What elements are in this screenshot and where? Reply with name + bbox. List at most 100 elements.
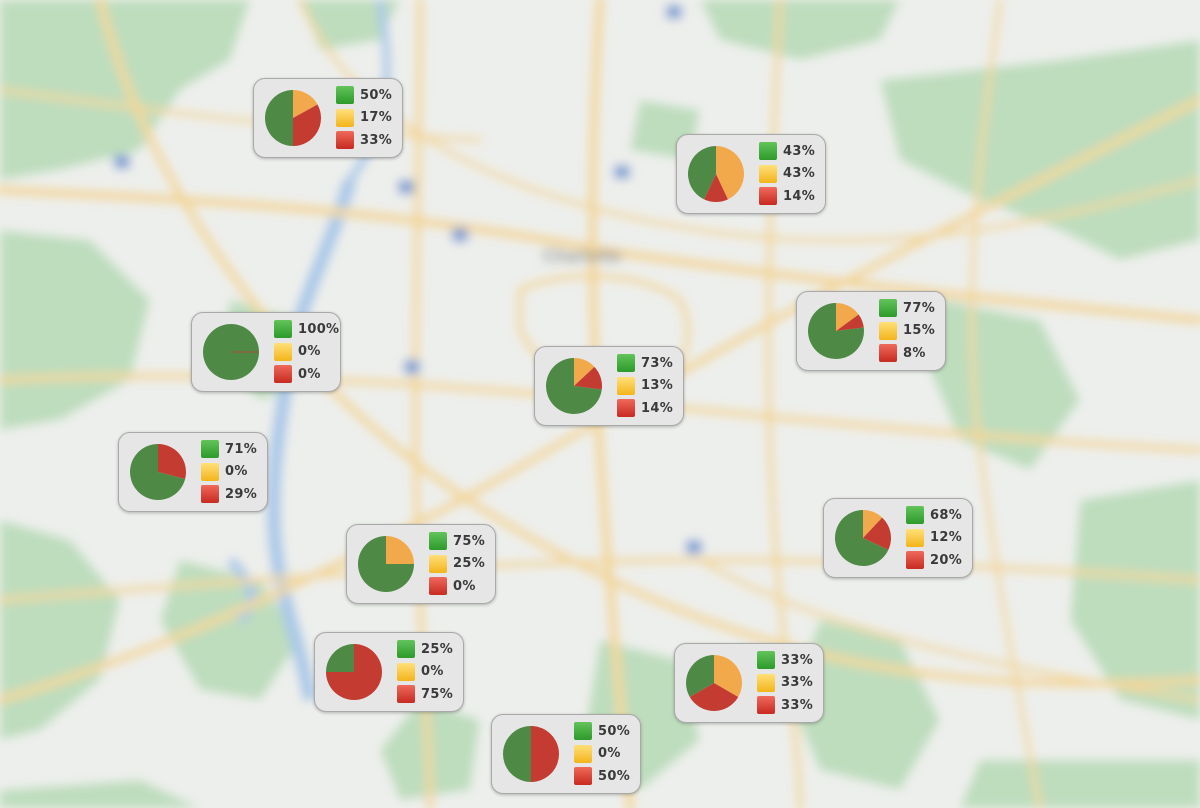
legend-row-green: 68% bbox=[906, 504, 962, 527]
map-marker[interactable]: 71% 0% 29% bbox=[118, 432, 268, 512]
pie-slice-yellow bbox=[293, 90, 318, 118]
legend-value-yellow: 0% bbox=[298, 344, 321, 360]
legend-row-green: 73% bbox=[617, 352, 673, 375]
pie-chart bbox=[808, 303, 864, 359]
pie-slice-red bbox=[158, 444, 186, 479]
pie-chart bbox=[326, 644, 382, 700]
legend-row-red: 33% bbox=[336, 129, 392, 152]
legend-row-red: 75% bbox=[397, 683, 453, 706]
legend-value-green: 43% bbox=[783, 143, 816, 159]
pie-chart bbox=[835, 510, 891, 566]
legend-row-red: 8% bbox=[879, 342, 935, 365]
legend-value-green: 68% bbox=[930, 507, 963, 523]
legend-value-yellow: 25% bbox=[453, 556, 486, 572]
legend-row-green: 43% bbox=[759, 140, 815, 163]
green-swatch-icon bbox=[429, 532, 447, 551]
legend-value-green: 100% bbox=[298, 321, 340, 337]
legend-row-yellow: 12% bbox=[906, 527, 962, 550]
pie-slice-red bbox=[863, 517, 891, 550]
pie-chart bbox=[503, 726, 559, 782]
pie-slice-green bbox=[358, 536, 414, 592]
marker-legend: 100% 0% 0% bbox=[274, 318, 339, 386]
pie-slice-red bbox=[531, 726, 559, 782]
map-marker[interactable]: 75% 25% 0% bbox=[346, 524, 496, 604]
legend-row-red: 50% bbox=[574, 765, 630, 788]
red-swatch-icon bbox=[336, 131, 354, 150]
legend-value-red: 14% bbox=[783, 188, 816, 204]
yellow-swatch-icon bbox=[336, 108, 354, 127]
map-marker[interactable]: 68% 12% 20% bbox=[823, 498, 973, 578]
legend-row-green: 50% bbox=[336, 84, 392, 107]
green-swatch-icon bbox=[906, 506, 924, 525]
map-marker[interactable]: 50% 17% 33% bbox=[253, 78, 403, 158]
city-label: Charlotte bbox=[542, 246, 621, 266]
legend-value-green: 33% bbox=[781, 652, 814, 668]
green-swatch-icon bbox=[201, 440, 219, 459]
pie-slice-yellow bbox=[574, 358, 595, 386]
marker-legend: 25% 0% 75% bbox=[397, 638, 453, 706]
red-swatch-icon bbox=[274, 365, 292, 384]
legend-value-yellow: 33% bbox=[781, 675, 814, 691]
red-swatch-icon bbox=[757, 696, 775, 715]
pie-slice-green bbox=[265, 90, 293, 146]
yellow-swatch-icon bbox=[574, 744, 592, 763]
green-swatch-icon bbox=[336, 86, 354, 105]
legend-value-red: 14% bbox=[641, 400, 674, 416]
marker-legend: 68% 12% 20% bbox=[906, 504, 962, 572]
legend-value-green: 25% bbox=[421, 641, 454, 657]
legend-value-yellow: 0% bbox=[598, 746, 621, 762]
marker-legend: 77% 15% 8% bbox=[879, 297, 935, 365]
map-marker[interactable]: 100% 0% 0% bbox=[191, 312, 341, 392]
legend-row-yellow: 0% bbox=[201, 461, 257, 484]
legend-value-red: 33% bbox=[781, 697, 814, 713]
legend-value-yellow: 13% bbox=[641, 378, 674, 394]
pie-slice-green bbox=[688, 146, 716, 200]
yellow-swatch-icon bbox=[201, 462, 219, 481]
marker-legend: 50% 17% 33% bbox=[336, 84, 392, 152]
pie-chart bbox=[688, 146, 744, 202]
map-marker[interactable]: 43% 43% 14% bbox=[676, 134, 826, 214]
legend-value-green: 75% bbox=[453, 533, 486, 549]
yellow-swatch-icon bbox=[429, 554, 447, 573]
legend-value-red: 29% bbox=[225, 486, 258, 502]
red-swatch-icon bbox=[574, 767, 592, 786]
red-swatch-icon bbox=[429, 577, 447, 596]
legend-value-yellow: 15% bbox=[903, 323, 936, 339]
legend-row-yellow: 15% bbox=[879, 320, 935, 343]
map-marker[interactable]: 33% 33% 33% bbox=[674, 643, 824, 723]
green-swatch-icon bbox=[617, 354, 635, 373]
pie-slice-yellow bbox=[863, 510, 883, 538]
map-marker[interactable]: 50% 0% 50% bbox=[491, 714, 641, 794]
legend-value-green: 73% bbox=[641, 355, 674, 371]
legend-row-green: 71% bbox=[201, 438, 257, 461]
legend-value-green: 71% bbox=[225, 441, 258, 457]
pie-slice-red bbox=[836, 314, 864, 331]
red-swatch-icon bbox=[397, 685, 415, 704]
legend-value-red: 20% bbox=[930, 552, 963, 568]
red-swatch-icon bbox=[759, 187, 777, 206]
legend-row-yellow: 17% bbox=[336, 107, 392, 130]
legend-row-green: 100% bbox=[274, 318, 339, 341]
legend-value-green: 50% bbox=[598, 723, 631, 739]
yellow-swatch-icon bbox=[759, 164, 777, 183]
red-swatch-icon bbox=[201, 485, 219, 504]
map-marker[interactable]: 25% 0% 75% bbox=[314, 632, 464, 712]
legend-row-green: 75% bbox=[429, 530, 485, 553]
legend-value-yellow: 12% bbox=[930, 530, 963, 546]
pie-slice-yellow bbox=[716, 146, 744, 200]
pie-slice-yellow bbox=[386, 536, 414, 564]
marker-legend: 43% 43% 14% bbox=[759, 140, 815, 208]
yellow-swatch-icon bbox=[397, 662, 415, 681]
legend-value-red: 50% bbox=[598, 768, 631, 784]
map-marker[interactable]: 77% 15% 8% bbox=[796, 291, 946, 371]
pie-chart bbox=[130, 444, 186, 500]
pie-slice-green bbox=[130, 444, 186, 500]
legend-value-red: 75% bbox=[421, 686, 454, 702]
green-swatch-icon bbox=[757, 651, 775, 670]
red-swatch-icon bbox=[617, 399, 635, 418]
green-swatch-icon bbox=[397, 640, 415, 659]
map-marker[interactable]: 73% 13% 14% bbox=[534, 346, 684, 426]
legend-row-green: 50% bbox=[574, 720, 630, 743]
marker-legend: 50% 0% 50% bbox=[574, 720, 630, 788]
